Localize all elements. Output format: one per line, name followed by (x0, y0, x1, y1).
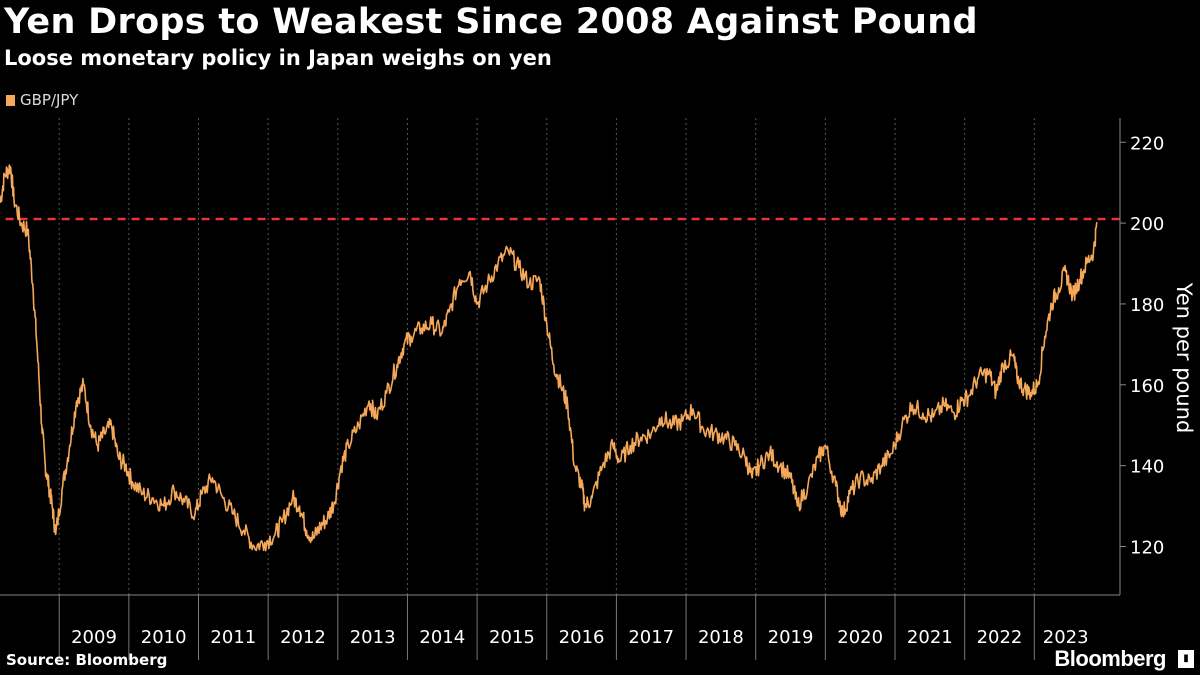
series-group (0, 164, 1098, 552)
x-tick-label: 2022 (977, 627, 1023, 648)
grid (58, 118, 1035, 595)
x-tick-labels: 2009 2010 2011 2012 2013 2014 2015 2016 2017 2018… (71, 627, 1088, 648)
chart-title: Yen Drops to Weakest Since 2008 Against … (4, 2, 978, 42)
x-tick-label: 2012 (280, 627, 326, 648)
legend-label: GBP/JPY (20, 91, 79, 109)
x-tick-label: 2010 (141, 627, 187, 648)
x-tick-label: 2019 (768, 627, 814, 648)
y-tick-label: 200 (1130, 214, 1164, 235)
x-tick-label: 2017 (628, 627, 674, 648)
y-axis-label: Yen per pound (1172, 282, 1196, 434)
x-tick-label: 2013 (350, 627, 396, 648)
y-tick-label: 160 (1130, 376, 1164, 397)
source-note: Source: Bloomberg (6, 651, 168, 669)
x-tick-label: 2009 (71, 627, 117, 648)
x-tick-label: 2021 (907, 627, 953, 648)
y-tick-label: 120 (1130, 537, 1164, 558)
brand-logo: Bloomberg (1054, 646, 1166, 671)
x-tick-label: 2023 (1043, 627, 1089, 648)
x-tick-label: 2018 (698, 627, 744, 648)
axes (0, 118, 1126, 660)
y-tick-label: 180 (1130, 295, 1164, 316)
legend: GBP/JPY (6, 91, 78, 109)
x-tick-label: 2015 (489, 627, 535, 648)
terminal-icon: ▮ (1178, 650, 1194, 668)
chart-subtitle: Loose monetary policy in Japan weighs on… (4, 46, 552, 70)
y-tick-label: 140 (1130, 457, 1164, 478)
series-line-gbp-jpy (0, 164, 1098, 552)
x-tick-label: 2016 (559, 627, 605, 648)
y-tick-labels: 120 140 160 180 200 220 (1130, 133, 1164, 558)
x-tick-label: 2014 (419, 627, 465, 648)
y-tick-label: 220 (1130, 133, 1164, 154)
legend-swatch (6, 94, 15, 106)
x-tick-label: 2011 (210, 627, 256, 648)
x-tick-label: 2020 (837, 627, 883, 648)
